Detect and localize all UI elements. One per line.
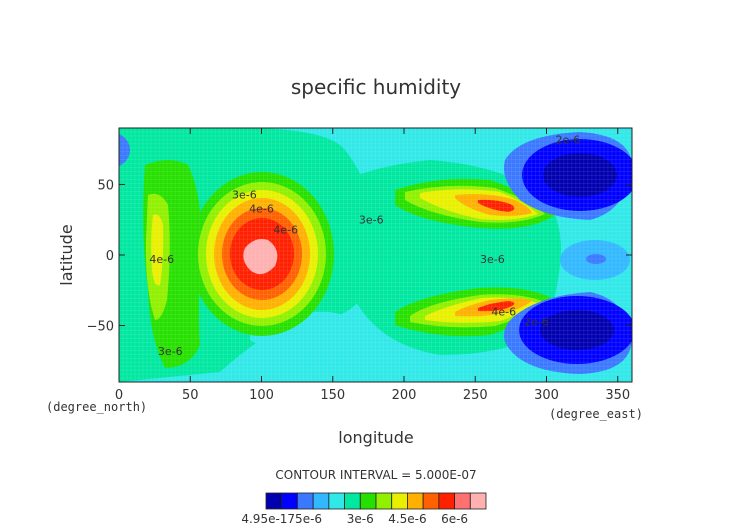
colorbar-swatch xyxy=(344,492,361,510)
contour-label: 3e-6 xyxy=(480,253,505,266)
north-tongue-l5 xyxy=(478,199,515,212)
central-peak-core xyxy=(243,239,278,275)
y-units-label: (degree_north) xyxy=(46,400,147,414)
contour-label: 4e-6 xyxy=(249,202,274,215)
colorbar-swatch xyxy=(454,492,471,510)
colorbar-label: 3e-6 xyxy=(347,512,374,526)
chart-title: specific humidity xyxy=(291,75,461,99)
x-tick-label: 100 xyxy=(249,388,274,403)
contour-label: 3e-6 xyxy=(158,345,183,358)
contour-label: 4e-6 xyxy=(149,253,174,266)
colorbar-swatch xyxy=(407,492,424,510)
contour-label: 3e-6 xyxy=(359,214,384,227)
contour-label: 2e-6 xyxy=(524,315,549,328)
colorbar-swatch xyxy=(281,492,298,510)
colorbar-swatch xyxy=(391,492,408,510)
dry-pocket-nw xyxy=(119,133,130,167)
colorbar-swatch xyxy=(469,492,487,510)
contour-interval-text: CONTOUR INTERVAL = 5.000E-07 xyxy=(275,468,476,482)
dry-cell-south-l3 xyxy=(540,310,614,350)
dry-cell-eq-l2 xyxy=(586,254,606,264)
colorbar-swatch xyxy=(312,492,330,510)
x-tick-label: 250 xyxy=(463,388,488,403)
contour-label: 4e-6 xyxy=(273,224,298,237)
x-tick-label: 200 xyxy=(392,388,417,403)
x-tick-label: 0 xyxy=(115,388,123,403)
colorbar-swatch xyxy=(297,492,314,510)
grid xyxy=(119,128,632,382)
west-band-core xyxy=(151,214,164,286)
colorbar-swatch xyxy=(265,492,283,510)
colorbar-swatch xyxy=(375,492,393,510)
colorbar-swatch xyxy=(328,492,345,510)
contour-field xyxy=(119,128,632,382)
x-tick-label: 350 xyxy=(605,388,630,403)
colorbar-labels: 4.95e-175e-6 3e-6 4.5e-6 6e-6 xyxy=(241,512,468,526)
dry-cell-north-l3 xyxy=(543,153,617,197)
colorbar-label: 4.5e-6 xyxy=(388,512,426,526)
contour-labels: 2e-63e-64e-64e-63e-63e-64e-63e-64e-62e-6 xyxy=(149,133,580,358)
colorbar-label: 6e-6 xyxy=(441,512,468,526)
y-tick-label: 0 xyxy=(106,249,114,264)
x-tick-label: 150 xyxy=(320,388,345,403)
south-tongue-l5 xyxy=(478,301,515,312)
contour-label: 4e-6 xyxy=(491,305,516,318)
contour-label: 2e-6 xyxy=(556,133,581,146)
y-tick-label: −50 xyxy=(87,320,114,335)
x-tick-label: 50 xyxy=(182,388,199,403)
x-axis-label: longitude xyxy=(338,428,413,447)
colorbar-swatch xyxy=(422,492,440,510)
colorbar xyxy=(265,492,487,510)
contour-label: 3e-6 xyxy=(232,188,257,201)
colorbar-label: 4.95e-175e-6 xyxy=(241,512,322,526)
y-axis-ticks: −50 0 50 xyxy=(87,178,632,335)
colorbar-swatch xyxy=(438,492,455,510)
colorbar-swatch xyxy=(359,492,377,510)
y-axis-label: latitude xyxy=(57,224,76,285)
x-units-label: (degree_east) xyxy=(549,407,643,421)
x-tick-label: 300 xyxy=(534,388,559,403)
y-tick-label: 50 xyxy=(97,178,114,193)
x-axis-ticks: 0 50 100 150 200 250 300 350 xyxy=(115,128,630,403)
